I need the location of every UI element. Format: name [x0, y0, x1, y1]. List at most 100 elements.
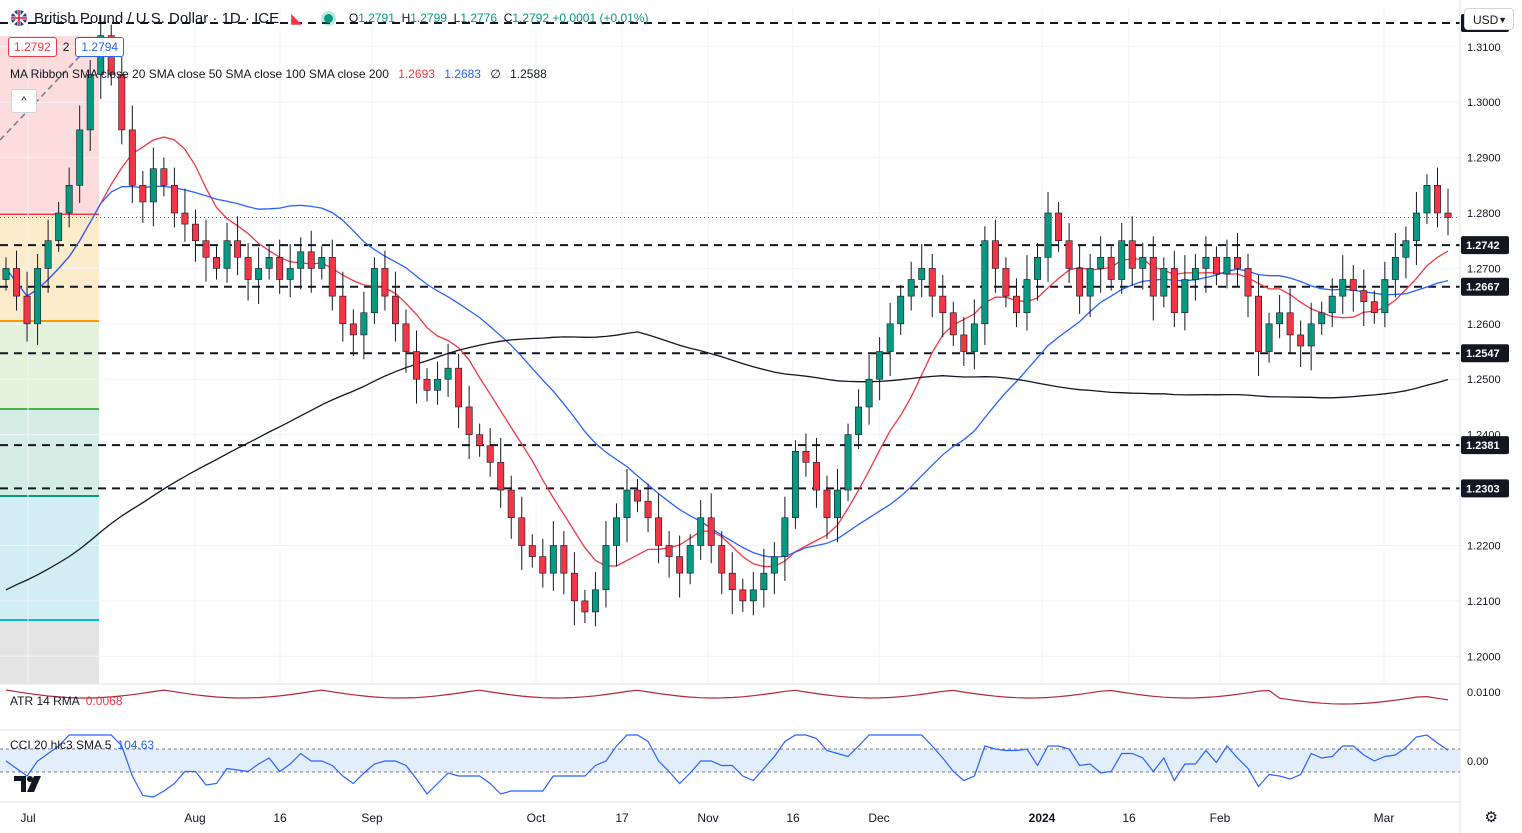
cci-axis-label: 0.00: [1467, 756, 1488, 768]
candle-body: [581, 600, 589, 613]
horizontal-levels[interactable]: [0, 21, 1460, 490]
candle-body: [1065, 240, 1073, 269]
candle-body: [486, 445, 494, 463]
candle-body: [1434, 185, 1441, 214]
ohlc-low: 1.2776: [460, 11, 498, 25]
candle-body: [1276, 312, 1284, 325]
candle-body: [1160, 268, 1168, 297]
gear-icon[interactable]: ⚙: [1484, 809, 1498, 826]
ma100-value: ∅: [490, 67, 501, 81]
market-status-icon[interactable]: [323, 13, 333, 23]
ma200-value: 1.2588: [510, 67, 547, 81]
ma20-value: 1.2693: [398, 67, 435, 81]
candle-body: [128, 129, 136, 186]
price-tick-label: 1.2200: [1467, 540, 1501, 552]
candle-body: [855, 406, 863, 435]
currency-select[interactable]: USD ▼: [1464, 8, 1514, 30]
atr-line: [5, 689, 1449, 705]
candle-body: [149, 168, 157, 203]
candle-body: [707, 517, 715, 546]
candle-body: [686, 545, 694, 574]
candle-body: [1265, 323, 1273, 352]
tradingview-logo-icon[interactable]: [14, 774, 46, 794]
candle-body: [928, 268, 936, 297]
level-badge: [1461, 277, 1509, 296]
spread-value: 2: [62, 40, 70, 54]
alert-flag-icon[interactable]: ◣: [291, 9, 302, 26]
candle-body: [981, 240, 989, 325]
candle-body: [676, 556, 684, 574]
candle-body: [34, 268, 42, 325]
symbol-title[interactable]: British Pound / U.S. Dollar · 1D · ICE: [34, 9, 280, 27]
ma-ribbon: [5, 136, 1449, 591]
time-tick-label: Sep: [361, 811, 383, 825]
chart-header: British Pound / U.S. Dollar · 1D · ICE ◣…: [0, 0, 648, 36]
candle-body: [1307, 323, 1315, 347]
candle-body: [1360, 290, 1368, 302]
atr-legend[interactable]: ATR 14 RMA 0.0068: [10, 694, 123, 708]
candle-body: [781, 517, 789, 557]
candle-body: [213, 257, 220, 269]
candle-body: [886, 323, 894, 352]
sma20-line: [5, 136, 1449, 568]
fib-zone-teal: [0, 409, 99, 496]
candle-body: [318, 257, 326, 269]
candle-body: [844, 434, 852, 491]
candle-body: [307, 251, 315, 269]
candle-body: [1381, 279, 1389, 314]
level-badge: [1461, 436, 1509, 455]
candle-body: [623, 489, 631, 519]
sma200-line: [5, 331, 1449, 591]
candle-body: [739, 589, 747, 602]
candle-body: [1444, 212, 1452, 218]
candle-body: [1339, 279, 1347, 297]
bid-button[interactable]: 1.2792: [8, 37, 57, 57]
candle-body: [697, 517, 705, 546]
candle-body: [118, 74, 126, 131]
collapse-legend-button[interactable]: ^: [11, 89, 37, 113]
time-tick-label: Mar: [1374, 811, 1395, 825]
cci-legend[interactable]: CCI 20 hlc3 SMA 5 104.63: [10, 738, 154, 752]
candle-body: [255, 268, 263, 280]
candle-body: [234, 240, 242, 258]
candle-body: [1402, 240, 1410, 258]
candle-body: [949, 312, 957, 336]
level-badge-label: 1.2381: [1466, 440, 1500, 452]
candle-body: [1412, 212, 1420, 242]
atr-axis-label: 0.0100: [1467, 687, 1501, 699]
candle-body: [1076, 268, 1084, 297]
ohlc-open: 1.2791: [358, 11, 395, 25]
price-tick-label: 1.2600: [1467, 319, 1501, 331]
candle-body: [170, 185, 178, 214]
level-badge: [1461, 479, 1509, 498]
ma-ribbon-legend[interactable]: MA Ribbon SMA close 20 SMA close 50 SMA …: [10, 67, 547, 81]
ask-button[interactable]: 1.2794: [75, 37, 125, 57]
cci-band: [0, 749, 1460, 772]
candle-body: [1002, 268, 1010, 297]
candle-body: [434, 378, 442, 391]
candle-body: [970, 323, 978, 352]
ma50-value: 1.2683: [444, 67, 481, 81]
candle-body: [507, 489, 515, 519]
candle-body: [13, 268, 20, 297]
candle-body: [813, 462, 820, 491]
fib-zone-gray: [0, 620, 99, 684]
candle-body: [265, 257, 273, 269]
candle-body: [528, 545, 536, 557]
time-axis[interactable]: Jul Aug 16 Sep Oct 17 Nov 16 Dec 2024 16 Feb Mar: [20, 811, 1394, 825]
candle-body: [1423, 185, 1431, 214]
candle-body: [1128, 240, 1136, 269]
candle-body: [991, 240, 999, 269]
candle-body: [1391, 257, 1399, 280]
candle-body: [560, 545, 568, 574]
price-tick-label: 1.2000: [1467, 651, 1501, 663]
candle-body: [1223, 257, 1231, 275]
ohlc-high: 1.2799: [410, 11, 447, 25]
gbp-flag-icon: [11, 10, 27, 26]
candle-body: [1086, 268, 1094, 297]
candle-body: [1212, 257, 1220, 275]
candle-body: [802, 450, 810, 463]
candle-body: [1370, 301, 1378, 314]
